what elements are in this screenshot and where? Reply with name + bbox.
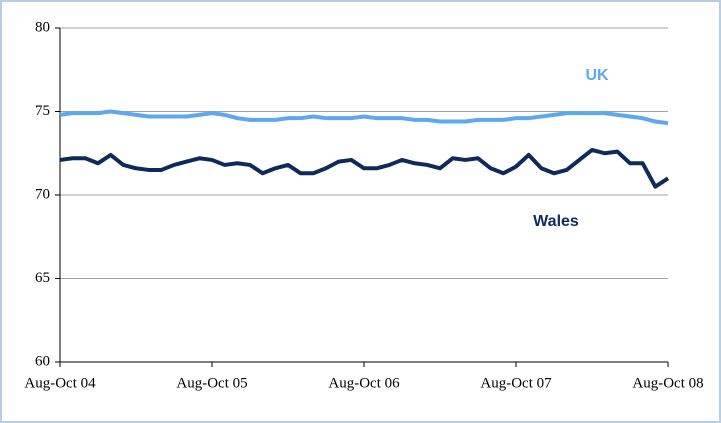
x-tick-label: Aug-Oct 08 bbox=[632, 375, 703, 391]
x-tick-label: Aug-Oct 06 bbox=[328, 375, 400, 391]
y-tick-label: 75 bbox=[35, 103, 50, 119]
y-tick-label: 80 bbox=[35, 19, 50, 35]
series-line bbox=[59, 109, 669, 126]
y-tick-label: 65 bbox=[35, 270, 50, 286]
series-label: Wales bbox=[533, 213, 579, 230]
y-tick-label: 60 bbox=[35, 353, 50, 369]
series-label: UK bbox=[585, 67, 609, 84]
x-tick-label: Aug-Oct 04 bbox=[24, 375, 96, 391]
x-tick-label: Aug-Oct 07 bbox=[480, 375, 552, 391]
series-line bbox=[59, 147, 670, 189]
x-tick-label: Aug-Oct 05 bbox=[176, 375, 247, 391]
y-tick-label: 70 bbox=[35, 186, 50, 202]
